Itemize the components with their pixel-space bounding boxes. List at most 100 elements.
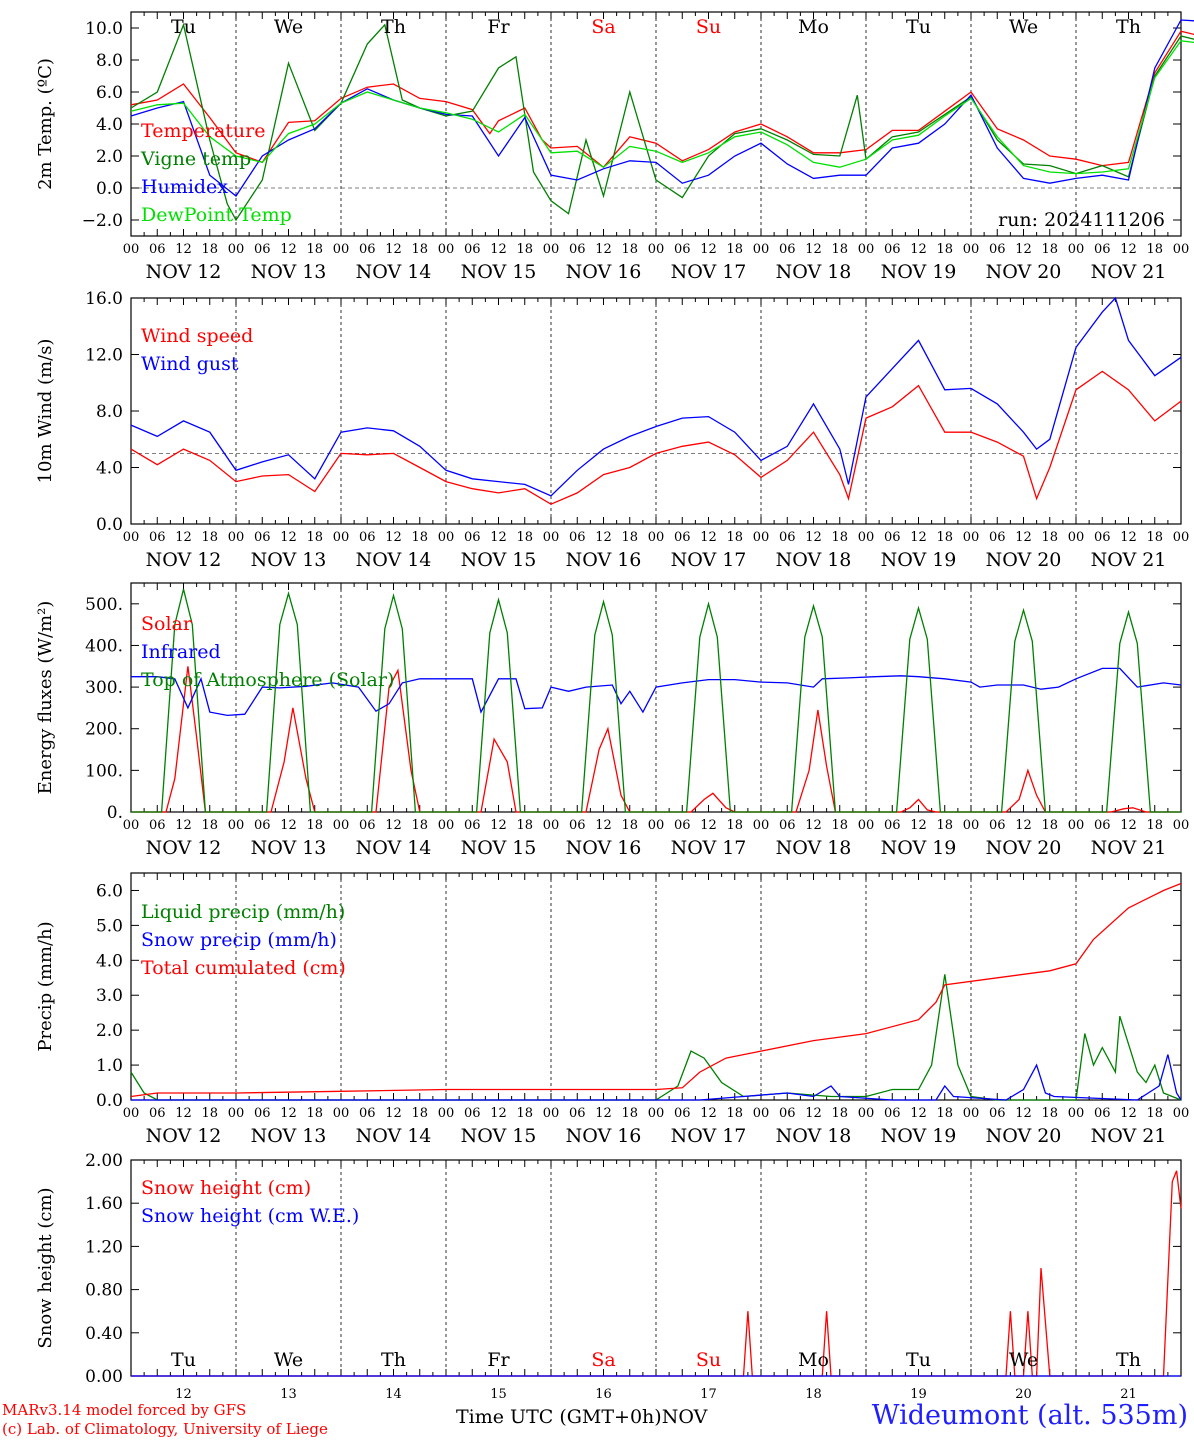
hour-tick-label: 12 (805, 242, 822, 257)
panel-4: 00 06 12 18 00 06 12 18 00 06 12 18 00 06 12 18 00 06 12 18… (35, 872, 1189, 1147)
weekday-label-bottom: We (274, 1349, 303, 1371)
hour-tick-label: 18 (726, 1106, 743, 1121)
day-number-label: 16 (595, 1387, 612, 1402)
y-tick-label: 0.0 (96, 1091, 123, 1111)
y-tick-label: 200. (85, 720, 123, 740)
hour-tick-label: 06 (149, 242, 166, 257)
hour-tick-label: 18 (831, 530, 848, 545)
hour-tick-label: 06 (779, 530, 796, 545)
date-label: NOV 20 (986, 837, 1062, 859)
hour-tick-label: 06 (254, 1106, 271, 1121)
hour-tick-label: 18 (516, 1106, 533, 1121)
hour-tick-label: 12 (805, 530, 822, 545)
y-tick-label: 2.0 (96, 1021, 123, 1041)
hour-tick-label: 00 (438, 1106, 455, 1121)
hour-tick-label: 06 (254, 242, 271, 257)
date-label: NOV 18 (776, 837, 852, 859)
weekday-label-bottom: Sa (591, 1349, 615, 1371)
hour-tick-label: 12 (490, 1106, 507, 1121)
y-tick-label: 1.0 (96, 1056, 123, 1076)
date-label: NOV 16 (566, 549, 642, 571)
date-label: NOV 16 (566, 1125, 642, 1147)
hour-tick-label: 18 (1146, 1106, 1163, 1121)
legend-entry: Snow height (cm) (141, 1177, 311, 1199)
hour-tick-label: 00 (648, 818, 665, 833)
hour-tick-label: 00 (123, 530, 140, 545)
series-line-snow-precip-mm-h- (131, 1054, 1182, 1101)
date-label: NOV 19 (881, 549, 957, 571)
hour-tick-label: 06 (884, 1106, 901, 1121)
date-label: NOV 13 (251, 261, 327, 283)
hour-tick-label: 18 (516, 242, 533, 257)
hour-tick-label: 06 (254, 530, 271, 545)
weekday-label-top: Su (696, 16, 721, 38)
legend-entry: Humidex (141, 176, 228, 198)
y-tick-label: 8.0 (96, 402, 123, 422)
y-tick-label: 0.00 (85, 1367, 123, 1387)
hour-tick-label: 06 (569, 530, 586, 545)
series-line-total-cumulated-cm- (130, 882, 1182, 1098)
hour-tick-label: 12 (1015, 242, 1032, 257)
y-tick-label: 1.60 (85, 1194, 123, 1214)
y-tick-label: 3.0 (96, 986, 123, 1006)
date-label: NOV 12 (146, 261, 222, 283)
hour-tick-label: 18 (621, 242, 638, 257)
hour-tick-label: 12 (175, 530, 192, 545)
hour-tick-label: 18 (411, 818, 428, 833)
date-label: NOV 18 (776, 1125, 852, 1147)
y-tick-label: 300. (85, 678, 123, 698)
hour-tick-label: 06 (569, 818, 586, 833)
weekday-label-top: We (1009, 16, 1038, 38)
series-line-liquid-precip-mm-h- (130, 974, 1182, 1101)
hour-tick-label: 06 (149, 1106, 166, 1121)
hour-tick-label: 00 (963, 242, 980, 257)
hour-tick-label: 12 (490, 530, 507, 545)
hour-tick-label: 12 (1120, 1106, 1137, 1121)
hour-tick-label: 06 (464, 818, 481, 833)
hour-tick-label: 06 (674, 1106, 691, 1121)
hour-tick-label: 12 (910, 1106, 927, 1121)
hour-tick-label: 18 (831, 242, 848, 257)
series-line-humidex (130, 19, 1194, 197)
hour-tick-label: 06 (779, 818, 796, 833)
hour-tick-label: 18 (1146, 242, 1163, 257)
hour-tick-label: 18 (201, 1106, 218, 1121)
hour-tick-label: 12 (490, 242, 507, 257)
hour-tick-label: 06 (569, 1106, 586, 1121)
date-label: NOV 12 (146, 549, 222, 571)
date-label: NOV 19 (881, 837, 957, 859)
y-tick-label: 0.40 (85, 1324, 123, 1344)
y-tick-label: 4.0 (96, 115, 123, 135)
hour-tick-label: 18 (1146, 530, 1163, 545)
hour-tick-label: 00 (438, 530, 455, 545)
hour-tick-label: 18 (936, 818, 953, 833)
hour-tick-label: 06 (1094, 242, 1111, 257)
hour-tick-label: 12 (700, 1106, 717, 1121)
hour-tick-label: 00 (543, 242, 560, 257)
date-label: NOV 20 (986, 1125, 1062, 1147)
date-label: NOV 21 (1091, 261, 1167, 283)
hour-tick-label: 06 (1094, 1106, 1111, 1121)
hour-tick-label: 00 (123, 818, 140, 833)
legend-entry: Wind speed (141, 325, 253, 347)
hour-tick-label: 06 (149, 530, 166, 545)
y-axis-label: Precip (mm/h) (35, 921, 56, 1051)
weekday-label-top: Th (1116, 16, 1141, 38)
panel-3: 00 06 12 18 00 06 12 18 00 06 12 18 00 06 12 18 00 06 12 18… (35, 582, 1190, 859)
date-label: NOV 14 (356, 1125, 432, 1147)
date-label: NOV 21 (1091, 549, 1167, 571)
hour-tick-label: 18 (726, 818, 743, 833)
date-label: NOV 13 (251, 837, 327, 859)
hour-tick-label: 00 (1173, 818, 1190, 833)
hour-tick-label: 12 (910, 242, 927, 257)
hour-tick-label: 06 (359, 1106, 376, 1121)
hour-tick-label: 12 (595, 242, 612, 257)
weekday-label-top: Sa (591, 16, 615, 38)
hour-tick-label: 06 (989, 242, 1006, 257)
hour-tick-label: 00 (228, 530, 245, 545)
y-tick-label: 8.0 (96, 51, 123, 71)
legend-entry: Liquid precip (mm/h) (141, 901, 345, 923)
series-line-temperature (130, 30, 1194, 169)
hour-tick-label: 00 (123, 242, 140, 257)
weekday-label-bottom: Su (696, 1349, 721, 1371)
